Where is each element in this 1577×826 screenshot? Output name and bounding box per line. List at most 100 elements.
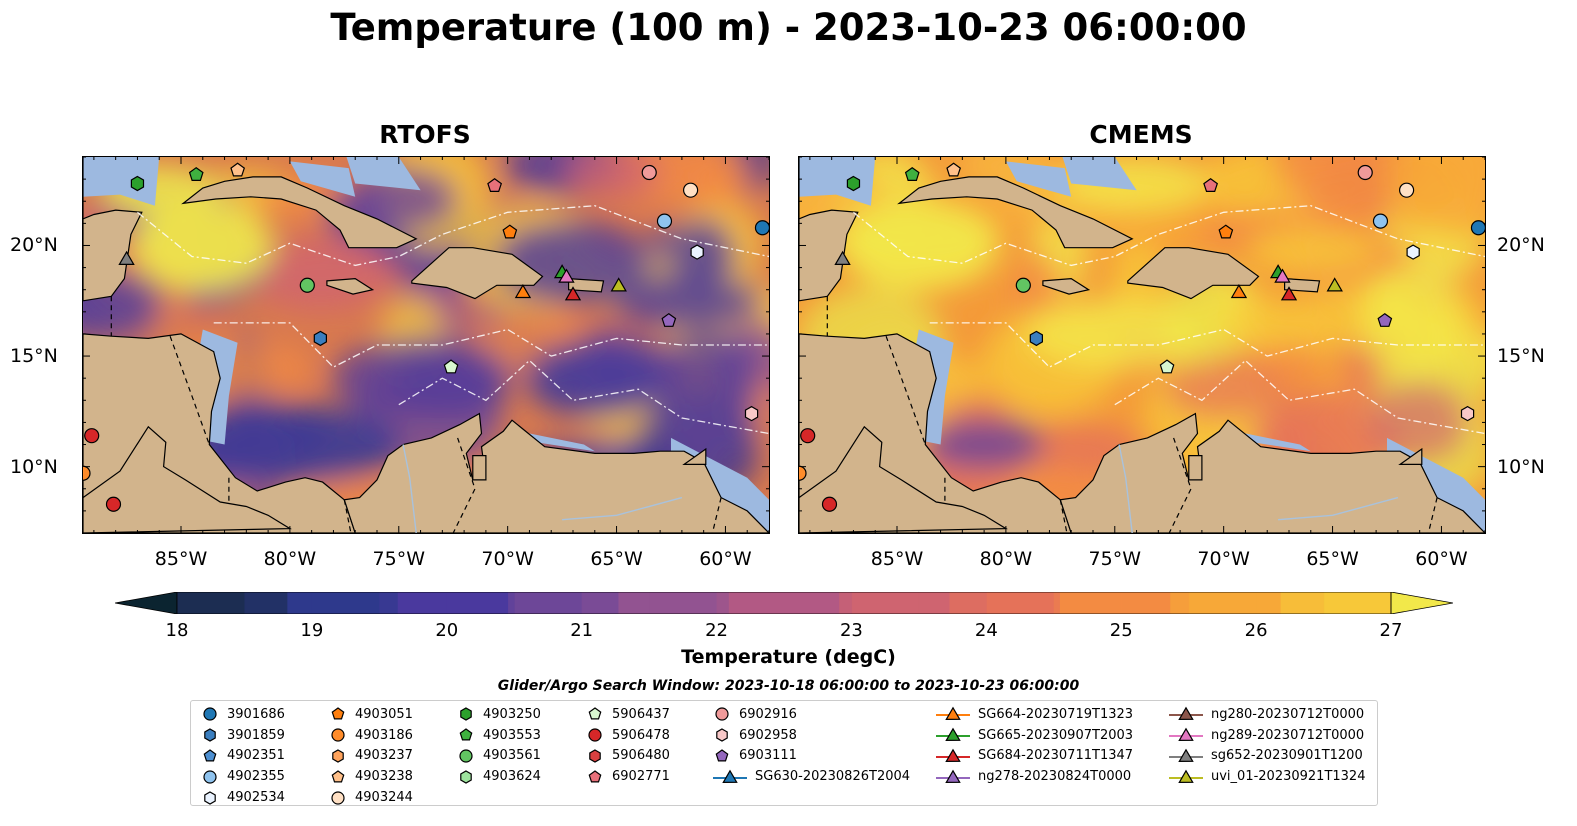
legend-item-label: 4902355 [227,769,285,785]
legend-item: 4903244 [329,787,413,808]
float-marker [1203,178,1219,193]
legend-triangle-line-icon [713,769,747,783]
y-tick-label: 10°N [1497,455,1545,478]
colorbar-extend-low [114,591,178,615]
legend-item-label: SG665-20230907T2003 [978,727,1134,743]
legend-item-label: 4902351 [227,748,285,764]
float-marker [904,166,920,181]
colorbar-tick-label: 21 [570,620,594,641]
legend-column: SG664-20230719T1323 SG665-20230907T2003 SG… [936,704,1133,787]
legend-item: ng289-20230712T0000 [1169,725,1365,746]
legend-item: 4903051 [329,704,413,725]
search-window-text: Glider/Argo Search Window: 2023-10-18 06… [497,678,1080,694]
legend-item-label: 4903238 [355,769,413,785]
colorbar-tick-label: 22 [705,620,728,641]
legend-item: SG664-20230719T1323 [936,704,1133,725]
legend-item-label: 4903561 [483,748,541,764]
float-marker [1357,164,1373,181]
float-marker [1406,244,1420,260]
legend-item: 4903624 [457,766,541,787]
float-marker [188,166,204,181]
legend-item-label: 5906437 [612,706,670,722]
legend-circle-icon [203,707,217,721]
legend-hexagon-icon [332,749,344,763]
float-marker [799,465,807,481]
legend-pentagon-icon [331,707,345,720]
float-marker [661,312,677,327]
colorbar-segment [728,592,840,614]
legend: 3901686 3901859 4902351 4902355 4902534 49030… [190,700,1378,806]
map-panel-cmems [798,156,1486,534]
legend-pentagon-icon [715,749,729,762]
legend-circle-icon [588,728,602,742]
legend-hexagon-icon [460,707,472,722]
map-canvas-cmems [799,157,1485,533]
legend-item: SG684-20230711T1347 [936,746,1133,767]
x-tick-label: 70°W [1197,548,1250,570]
legend-item: 4902355 [201,766,285,787]
legend-triangle-line-icon [1169,727,1203,742]
float-marker [821,496,838,512]
colorbar-label: Temperature (degC) [681,646,896,668]
legend-item-label: 4902534 [227,790,285,806]
legend-item: ng278-20230824T0000 [936,766,1133,787]
colorbar-segment [949,592,1061,614]
colorbar-tick-label: 24 [974,620,998,641]
legend-pentagon-icon [588,707,602,720]
legend-item-label: 3901686 [227,706,285,722]
colorbar-tick-label: 27 [1379,620,1403,641]
float-marker [1460,405,1475,422]
legend-item-label: 4903051 [355,706,413,722]
legend-item: ng280-20230712T0000 [1169,704,1365,725]
float-marker [1029,330,1043,347]
float-marker [641,164,657,181]
legend-triangle-line-icon [936,727,970,742]
panel-title-cmems: CMEMS [1089,120,1193,149]
colorbar-segment [839,592,951,614]
float-marker [443,359,459,374]
panel-title-rtofs: RTOFS [379,120,471,149]
figure-title: Temperature (100 m) - 2023-10-23 06:00:0… [330,6,1247,49]
legend-item-label: SG664-20230719T1323 [978,706,1134,722]
legend-pentagon-icon [459,728,473,741]
legend-column: 3901686 3901859 4902351 4902355 4902534 [201,704,285,808]
legend-item-label: SG684-20230711T1347 [978,748,1134,764]
colorbar-segment [508,592,620,614]
colorbar-tick-label: 25 [1109,620,1133,641]
legend-item-label: 4903250 [483,706,541,722]
glider-marker [558,268,575,283]
legend-item-label: 4903186 [355,727,413,743]
legend-column: 5906437 5906478 5906480 6902771 [586,704,670,787]
legend-item: 3901686 [201,704,285,725]
x-tick-label: 70°W [481,548,534,570]
legend-column: 4903250 4903553 4903561 4903624 [457,704,541,787]
legend-item-label: 6902916 [739,706,797,722]
float-marker [83,465,91,481]
x-tick-label: 65°W [1306,548,1359,570]
y-tick-label: 10°N [10,455,58,478]
legend-hexagon-icon [204,790,216,805]
x-tick-label: 75°W [372,548,425,570]
colorbar-tick-label: 20 [435,620,459,641]
float-marker [1159,359,1175,374]
float-marker [744,405,759,422]
glider-marker [610,277,627,292]
legend-item: SG630-20230826T2004 [713,766,910,787]
glider-marker [564,286,582,301]
float-marker [1398,182,1415,198]
float-marker [656,213,673,229]
colorbar-ramp [114,591,1454,615]
legend-item-label: uvi_01-20230921T1324 [1211,769,1366,785]
legend-item: 4903186 [329,725,413,746]
legend-hexagon-icon [716,728,728,742]
x-tick-label: 60°W [1415,548,1468,570]
legend-item: 5906437 [586,704,670,725]
legend-item-label: 6903111 [739,748,797,764]
colorbar-segment [1170,592,1282,614]
legend-item-label: ng289-20230712T0000 [1211,727,1365,743]
legend-item: uvi_01-20230921T1324 [1169,766,1365,787]
legend-triangle-line-icon [1169,706,1203,721]
glider-marker [1280,286,1298,301]
legend-item-label: SG630-20230826T2004 [755,769,911,785]
legend-item-label: 5906478 [612,727,670,743]
